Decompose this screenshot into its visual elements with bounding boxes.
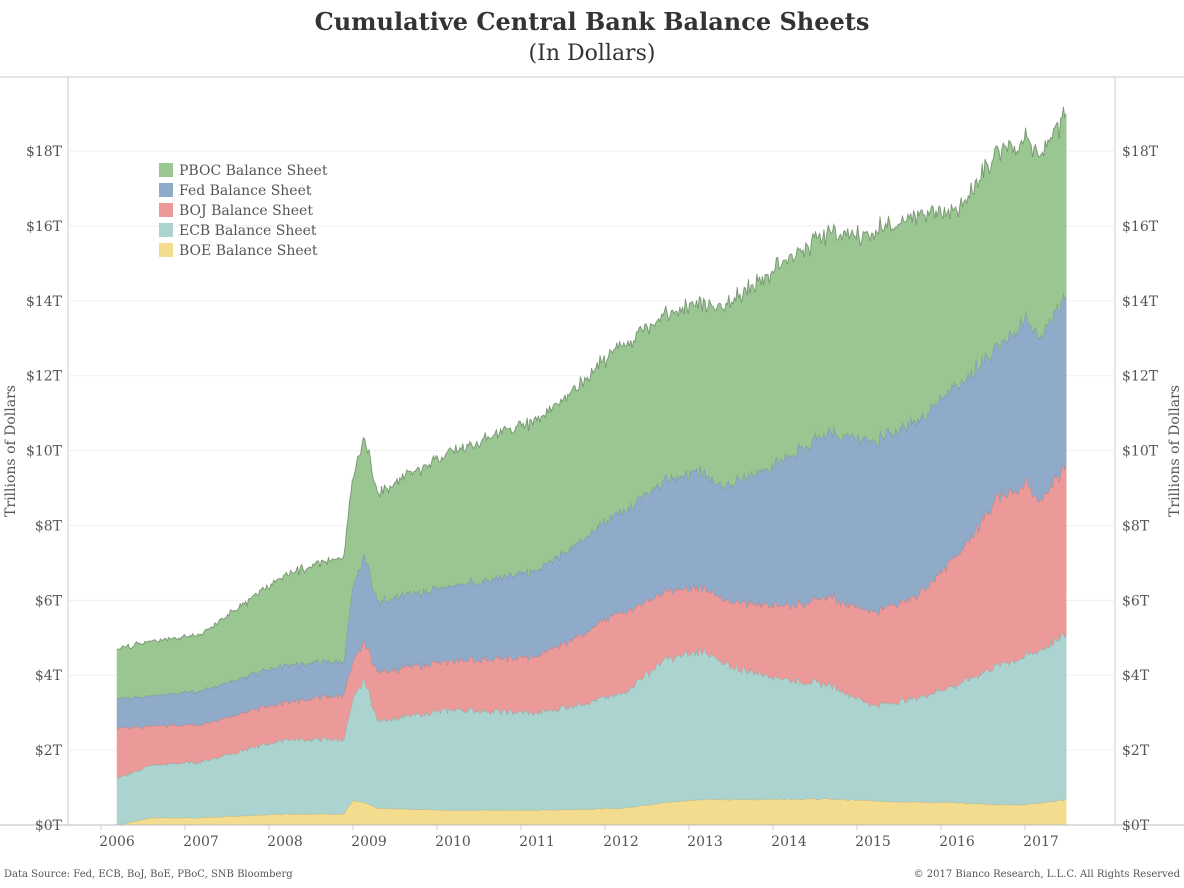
- y-tick-label-left: $2T: [35, 743, 63, 759]
- legend-label: Fed Balance Sheet: [179, 183, 312, 199]
- x-tick-label: 2007: [183, 834, 219, 850]
- legend-label: BOE Balance Sheet: [179, 243, 318, 259]
- x-tick-label: 2015: [855, 834, 891, 850]
- x-tick-label: 2017: [1023, 834, 1059, 850]
- y-axis-title-left: Trillions of Dollars: [3, 385, 19, 517]
- y-tick-label-right: $2T: [1122, 743, 1150, 759]
- y-tick-label-right: $12T: [1122, 369, 1159, 385]
- y-tick-label-right: $14T: [1122, 294, 1159, 310]
- y-tick-label-right: $0T: [1122, 818, 1150, 834]
- y-tick-label-left: $10T: [26, 444, 63, 460]
- y-tick-label-left: $6T: [35, 593, 63, 609]
- x-tick-label: 2010: [435, 834, 471, 850]
- y-tick-label-right: $10T: [1122, 444, 1159, 460]
- chart-title: Cumulative Central Bank Balance Sheets: [315, 7, 870, 36]
- legend-swatch: [159, 223, 173, 237]
- y-tick-label-right: $4T: [1122, 668, 1150, 684]
- y-tick-label-right: $16T: [1122, 219, 1159, 235]
- y-axis-title-right: Trillions of Dollars: [1167, 385, 1183, 517]
- y-tick-label-right: $6T: [1122, 593, 1150, 609]
- x-tick-label: 2014: [771, 834, 807, 850]
- y-tick-label-right: $18T: [1122, 144, 1159, 160]
- legend-label: BOJ Balance Sheet: [179, 203, 313, 219]
- y-tick-label-left: $16T: [26, 219, 63, 235]
- x-tick-label: 2008: [267, 834, 303, 850]
- legend-swatch: [159, 203, 173, 217]
- legend-swatch: [159, 183, 173, 197]
- y-tick-label-left: $0T: [35, 818, 63, 834]
- legend-swatch: [159, 163, 173, 177]
- y-tick-label-left: $14T: [26, 294, 63, 310]
- x-tick-label: 2009: [351, 834, 387, 850]
- x-tick-label: 2016: [939, 834, 975, 850]
- x-tick-label: 2013: [687, 834, 723, 850]
- y-tick-label-left: $12T: [26, 369, 63, 385]
- x-tick-label: 2006: [99, 834, 135, 850]
- x-tick-label: 2012: [603, 834, 639, 850]
- x-tick-label: 2011: [519, 834, 555, 850]
- y-tick-label-left: $18T: [26, 144, 63, 160]
- copyright-note: © 2017 Bianco Research, L.L.C. All Right…: [914, 869, 1181, 880]
- legend-label: PBOC Balance Sheet: [179, 163, 328, 179]
- area-edge-pboc: [116, 106, 1067, 650]
- legend-label: ECB Balance Sheet: [179, 223, 317, 239]
- y-tick-label-left: $8T: [35, 518, 63, 534]
- area-pboc: [116, 106, 1067, 701]
- chart-subtitle: (In Dollars): [529, 41, 656, 66]
- legend-swatch: [159, 243, 173, 257]
- data-source-note: Data Source: Fed, ECB, BoJ, BoE, PBoC, S…: [4, 869, 293, 880]
- y-tick-label-left: $4T: [35, 668, 63, 684]
- y-tick-label-right: $8T: [1122, 518, 1150, 534]
